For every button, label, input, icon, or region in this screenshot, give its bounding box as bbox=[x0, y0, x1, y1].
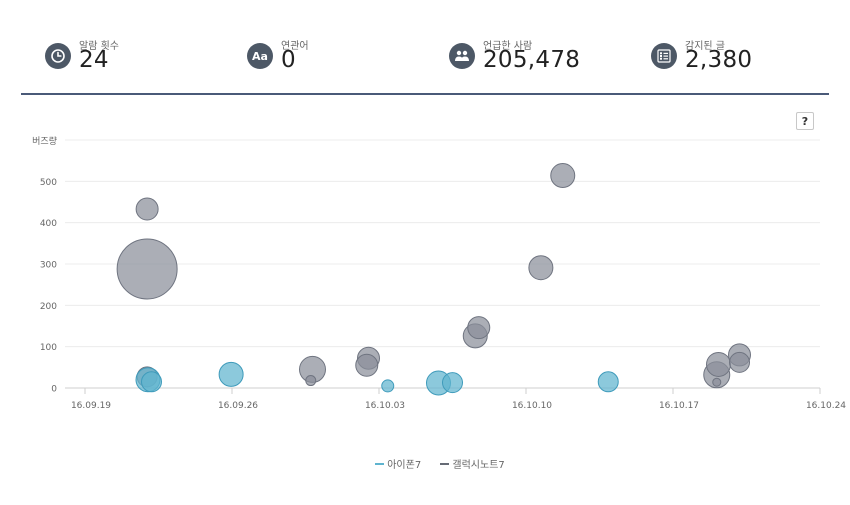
svg-text:Aa: Aa bbox=[252, 50, 268, 62]
stat-label: 알람 횟수 bbox=[79, 41, 119, 52]
x-tick-label: 16.10.24 bbox=[806, 401, 846, 411]
y-axis-label: 버즈량 bbox=[32, 135, 57, 147]
x-tick-label: 16.09.19 bbox=[71, 401, 111, 411]
bubble-iphone bbox=[597, 371, 619, 393]
bubble-galaxy bbox=[305, 375, 317, 387]
y-tick-label: 500 bbox=[40, 178, 57, 188]
bubble-galaxy bbox=[550, 163, 576, 189]
stat-value: 205,478 bbox=[483, 47, 581, 73]
stats-bar: 알람 횟수 24 Aa 연관어 0 언급한 사람 205,478 감지된 글 2… bbox=[0, 0, 850, 94]
y-tick-label: 400 bbox=[40, 219, 57, 229]
y-tick-label: 0 bbox=[51, 385, 57, 395]
bubble-iphone bbox=[442, 372, 463, 394]
help-button[interactable]: ? bbox=[796, 112, 814, 130]
y-tick-label: 300 bbox=[40, 261, 57, 271]
bubble-galaxy bbox=[528, 255, 554, 281]
stat-value: 24 bbox=[79, 47, 109, 73]
stat-label: 감지된 글 bbox=[685, 41, 725, 52]
chart-legend: 아이폰7 갤럭시노트7 bbox=[0, 456, 850, 471]
legend-swatch bbox=[440, 463, 450, 465]
bubble-galaxy bbox=[467, 316, 491, 340]
bubble-iphone bbox=[141, 371, 162, 393]
legend-item-iphone[interactable]: 아이폰7 bbox=[375, 456, 421, 471]
x-tick-label: 16.10.03 bbox=[365, 401, 405, 411]
bubble-iphone bbox=[381, 379, 395, 393]
clock-icon bbox=[45, 43, 71, 69]
legend-swatch bbox=[375, 463, 385, 465]
bubble-galaxy bbox=[355, 353, 379, 377]
header-divider bbox=[21, 93, 829, 95]
bubble-galaxy bbox=[135, 197, 159, 221]
bubble-galaxy bbox=[712, 377, 722, 387]
x-tick-label: 16.09.26 bbox=[218, 401, 258, 411]
y-tick-label: 100 bbox=[40, 343, 57, 353]
stat-label: 연관어 bbox=[281, 41, 309, 52]
y-tick-label: 200 bbox=[40, 302, 57, 312]
aa-text-icon: Aa bbox=[247, 43, 273, 69]
people-icon bbox=[449, 43, 475, 69]
legend-label: 갤럭시노트7 bbox=[452, 460, 505, 471]
legend-item-galaxy[interactable]: 갤럭시노트7 bbox=[440, 456, 505, 471]
legend-label: 아이폰7 bbox=[387, 460, 422, 471]
list-icon bbox=[651, 43, 677, 69]
stat-value: 0 bbox=[281, 47, 296, 73]
x-tick-label: 16.10.10 bbox=[512, 401, 552, 411]
bubble-galaxy bbox=[706, 351, 731, 377]
stat-label: 언급한 사람 bbox=[483, 41, 533, 52]
bubble-galaxy bbox=[116, 238, 178, 300]
stat-value: 2,380 bbox=[685, 47, 753, 73]
bubble-iphone bbox=[218, 361, 244, 387]
x-tick-label: 16.10.17 bbox=[659, 401, 699, 411]
bubble-galaxy bbox=[729, 351, 750, 373]
